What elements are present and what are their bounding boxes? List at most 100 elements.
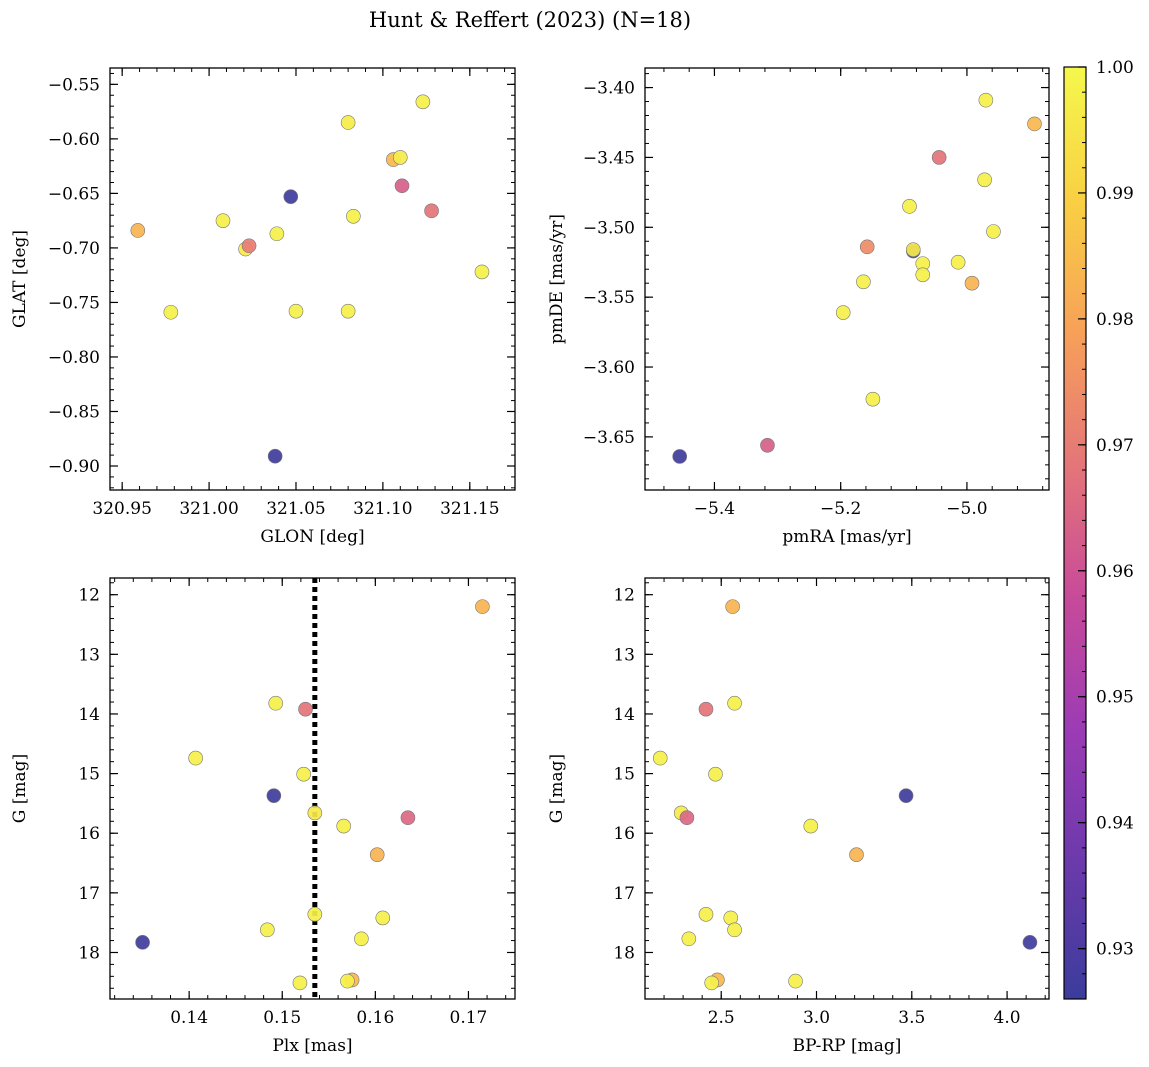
panel-glon_glat: 320.95 321.00 321.05 321.10 321.15 −0.55 −0.60…: [10, 67, 516, 547]
scatter-point: [269, 226, 285, 242]
scatter-point: [266, 788, 282, 803]
scatter-point: [424, 203, 439, 219]
x-tick-label: 0.17: [450, 1008, 488, 1028]
x-tick-label: 0.16: [356, 1008, 394, 1028]
scatter-point: [130, 223, 146, 238]
x-tick-label: −5.2: [820, 499, 861, 519]
scatter-point: [679, 810, 695, 826]
scatter-point: [340, 973, 355, 989]
scatter-point: [788, 973, 803, 989]
panel-pm: −5.4 −5.2 −5.0 −3.40 −3.45 −3.50 −3.55 −3.60 −3.…: [547, 67, 1050, 547]
scatter-point: [340, 303, 356, 319]
y-tick-label: −0.70: [48, 239, 100, 259]
scatter-point: [1022, 935, 1038, 950]
y-tick-label: −3.65: [583, 428, 635, 448]
y-tick-label: 13: [78, 645, 100, 665]
x-axis-label: pmRA [mas/yr]: [782, 527, 911, 547]
scatter-point: [354, 931, 369, 947]
scatter-point: [135, 935, 150, 950]
scatter-point: [681, 931, 697, 947]
y-tick-label: −0.75: [48, 293, 100, 313]
y-tick-label: −0.65: [48, 184, 100, 204]
scatter-point: [725, 599, 740, 614]
x-axis-label: Plx [mas]: [272, 1036, 352, 1056]
scatter-point: [346, 208, 361, 224]
y-tick-label: 18: [613, 943, 635, 963]
scatter-point: [652, 750, 668, 766]
scatter-point: [296, 766, 311, 782]
scatter-point: [288, 303, 304, 319]
panel-cmd: 2.5 3.0 3.5 4.0 12 13 14 15 16 17 18 BP-RP [mag] G […: [547, 577, 1050, 1056]
scatter-point: [977, 172, 992, 188]
axes-frame: [109, 577, 516, 1000]
y-axis-label: G [mag]: [547, 754, 567, 823]
scatter-point: [392, 150, 408, 165]
scatter-point: [931, 150, 947, 165]
x-tick-label: 320.95: [92, 499, 151, 519]
y-tick-label: 15: [613, 765, 635, 785]
x-axis-label: BP-RP [mag]: [793, 1036, 902, 1056]
scatter-point: [268, 695, 284, 711]
y-tick-label: 17: [78, 884, 100, 904]
colorbar-tick-label: 0.99: [1096, 184, 1134, 204]
x-tick-label: 4.0: [994, 1008, 1021, 1028]
colorbar-tick-label: 0.97: [1096, 436, 1134, 456]
y-tick-label: −3.60: [583, 358, 635, 378]
figure-title: Hunt & Reffert (2023) (N=18): [369, 8, 691, 32]
y-tick-label: −0.85: [48, 402, 100, 422]
x-tick-label: 3.5: [898, 1008, 925, 1028]
axes-frame: [109, 67, 516, 491]
y-tick-label: 16: [78, 824, 100, 844]
y-tick-label: 16: [613, 824, 635, 844]
x-tick-label: 2.5: [708, 1008, 735, 1028]
x-tick-label: 321.00: [179, 499, 238, 519]
scatter-point: [188, 750, 203, 766]
scatter-point: [902, 199, 917, 214]
y-tick-label: −0.60: [48, 130, 100, 150]
scatter-point: [950, 254, 966, 270]
scatter-point: [708, 766, 723, 782]
y-axis-label: G [mag]: [10, 754, 30, 823]
y-tick-label: −0.80: [48, 348, 100, 368]
colorbar-gradient: [1064, 67, 1086, 999]
y-tick-label: 17: [613, 884, 635, 904]
scatter-point: [415, 94, 431, 110]
y-axis-label: pmDE [mas/yr]: [547, 214, 567, 344]
x-tick-label: 0.15: [263, 1008, 301, 1028]
panel-plx_g: 0.14 0.15 0.16 0.17 12 13 14 15 16 17 18 Plx [mas] G…: [10, 577, 516, 1056]
y-tick-label: −3.45: [583, 148, 635, 168]
scatter-point: [369, 847, 385, 862]
scatter-point: [283, 189, 299, 204]
colorbar-tick-label: 0.98: [1096, 310, 1134, 330]
scatter-point: [905, 242, 921, 257]
y-tick-label: 18: [78, 943, 100, 963]
x-tick-label: 3.0: [803, 1008, 830, 1028]
x-tick-label: −5.4: [694, 499, 735, 519]
x-axis-label: GLON [deg]: [260, 527, 364, 547]
scatter-point: [307, 907, 323, 922]
scatter-point: [865, 391, 881, 407]
scatter-point: [898, 788, 914, 803]
scatter-point: [292, 975, 308, 991]
scatter-point: [400, 810, 416, 826]
scatter-point: [803, 818, 819, 834]
colorbar-tick-label: 0.95: [1096, 688, 1134, 708]
y-tick-label: 14: [78, 705, 100, 725]
scatter-point: [727, 922, 742, 938]
y-tick-label: 12: [78, 586, 100, 606]
y-tick-label: 12: [613, 586, 635, 606]
scatter-point: [835, 305, 851, 320]
y-tick-label: −0.55: [48, 75, 100, 95]
scatter-point: [698, 701, 714, 717]
scatter-point: [760, 437, 775, 453]
colorbar: 0.93 0.94 0.95 0.96 0.97 0.98 0.99 1.00: [1063, 58, 1134, 1000]
y-tick-label: 13: [613, 645, 635, 665]
x-tick-label: 0.14: [170, 1008, 208, 1028]
scatter-point: [241, 238, 257, 254]
colorbar-frame: [1063, 66, 1087, 1000]
scatter-point: [986, 224, 1001, 239]
scatter-point: [336, 818, 351, 834]
scatter-point: [298, 701, 313, 717]
y-tick-label: 15: [78, 765, 100, 785]
